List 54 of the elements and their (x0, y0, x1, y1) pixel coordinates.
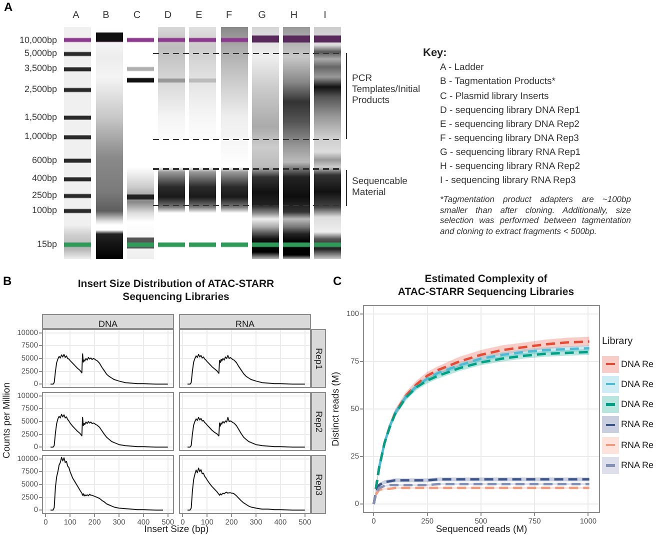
text: H (290, 10, 298, 21)
text: F (226, 10, 232, 21)
text: 2,500bp (24, 84, 57, 94)
text: D - sequencing library DNA Rep1 (440, 104, 580, 116)
text: 250bp (32, 190, 57, 200)
text: F - sequencing library DNA Rep3 (440, 132, 579, 144)
text: E - sequencing library DNA Rep2 (440, 118, 580, 130)
legend-label: RNA Re (621, 460, 654, 471)
text: 600bp (32, 154, 57, 165)
text: A (4, 0, 13, 14)
text: 15bp (36, 239, 57, 249)
chart-title: Estimated Complexity of ATAC-STARR Sequencing Libraries (398, 272, 574, 298)
text: 100bp (32, 205, 57, 215)
chart-title: RNA (235, 319, 254, 329)
legend-label: RNA Re (621, 440, 654, 451)
text: C (333, 274, 342, 288)
text: E (196, 10, 202, 21)
y-axis-title: Distinct reads (M) (330, 372, 342, 446)
text: 3,500bp (24, 63, 57, 74)
text: H - sequencing library RNA Rep2 (440, 161, 580, 172)
text: Key: (423, 47, 447, 59)
text: Rep2 (313, 410, 325, 432)
chart-title: Insert Size Distribution of ATAC-STARR Sequencing Libraries (78, 278, 274, 303)
text: 10,000bp (19, 34, 57, 45)
text: Sequencable Material (352, 176, 408, 198)
text: G (258, 10, 266, 21)
text: 1,000bp (24, 131, 57, 142)
text: B (102, 10, 110, 21)
text: 400bp (32, 173, 57, 184)
text: *Tagmentation product adapters are ~100bp smaller than after cloning. Additionally, size selection was performed between tagmentation and cloning to extract fragments < 500bp. (440, 194, 631, 236)
text: Counts per Million (2, 381, 12, 461)
text: B (3, 274, 12, 288)
text: Rep3 (313, 474, 325, 496)
text: I (324, 10, 326, 21)
text: C (133, 10, 141, 21)
legend-label: DNA Re (621, 378, 654, 390)
text: A - Ladder (440, 62, 484, 74)
text: 5,000bp (24, 48, 57, 58)
text: PCR Templates/Initial Products (352, 73, 420, 106)
legend-title: Library (602, 336, 633, 348)
text: 1,500bp (24, 112, 57, 122)
legend-label: RNA Re (621, 419, 654, 430)
legend-label: DNA Re (621, 358, 654, 370)
text: G - sequencing library RNA Rep1 (440, 146, 581, 158)
text: I - sequencing library RNA Rep3 (440, 175, 576, 186)
text: Insert Size (bp) (144, 524, 209, 535)
chart-title: DNA (98, 319, 118, 329)
x-axis-title: Sequenced reads (M) (436, 524, 528, 535)
text: A (72, 10, 80, 21)
legend-label: DNA Re (621, 399, 654, 410)
text: B - Tagmentation Products* (440, 76, 556, 88)
text: C - Plasmid library Inserts (440, 90, 549, 102)
text: D (164, 10, 172, 21)
text: Rep1 (313, 348, 325, 370)
